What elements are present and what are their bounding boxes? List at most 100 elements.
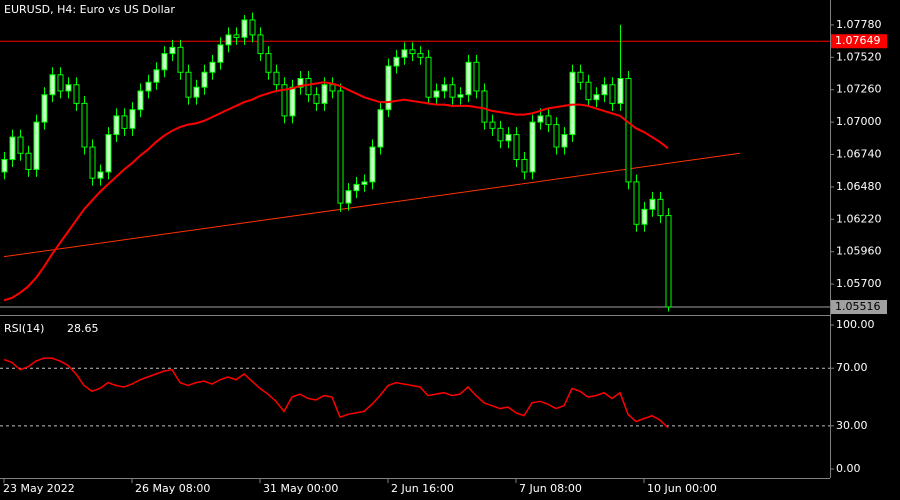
x-tick-label: 2 Jun 16:00 (391, 482, 454, 495)
candle-body (209, 61, 216, 73)
candle-body (33, 121, 40, 170)
candle-body (585, 81, 592, 101)
candle-body (457, 94, 464, 98)
candle-body (217, 44, 224, 63)
price-label-box (831, 34, 887, 49)
candle-body (185, 71, 192, 98)
candle-body (233, 34, 240, 38)
candle-body (545, 115, 552, 126)
candle-body (273, 71, 280, 86)
candle-body (257, 34, 264, 55)
trendline (3, 152, 741, 258)
candle-body (105, 134, 112, 173)
candle-body (385, 65, 392, 111)
candle-body (313, 94, 320, 104)
candle-body (249, 19, 256, 36)
candle-body (633, 181, 640, 225)
candle-body (433, 90, 440, 98)
candle-body (193, 86, 200, 98)
candle-body (177, 46, 184, 73)
candle-body (321, 84, 328, 104)
candle-body (201, 71, 208, 88)
x-tick-label: 7 Jun 08:00 (519, 482, 582, 495)
candle-body (449, 84, 456, 98)
candle-body (265, 53, 272, 73)
candle-body (417, 53, 424, 58)
y-tick-label: 1.07520 (836, 50, 882, 63)
candle-body (161, 53, 168, 71)
candle-body (1, 158, 8, 173)
candle-body (65, 84, 72, 92)
y-tick-label: 1.07260 (836, 83, 882, 96)
candle-body (169, 46, 176, 55)
candle-body (561, 134, 568, 148)
candle-body (649, 198, 656, 210)
candle-body (665, 215, 672, 308)
candle-body (57, 74, 64, 92)
candle-body (529, 121, 536, 173)
candle-body (129, 109, 136, 129)
candle-body (345, 190, 352, 204)
y-tick-label: 1.07780 (836, 18, 882, 31)
candle-body (497, 127, 504, 142)
candle-body (505, 134, 512, 142)
candle-body (409, 49, 416, 55)
candle-body (121, 115, 128, 129)
y-tick-label: 1.07000 (836, 115, 882, 128)
candle-body (481, 90, 488, 123)
candle-body (425, 56, 432, 98)
candle-body (49, 74, 56, 96)
candle-body (473, 61, 480, 92)
candle-body (113, 115, 120, 136)
y-tick-label: 70.00 (836, 361, 868, 374)
y-tick-label: 1.05960 (836, 245, 882, 258)
candle-body (617, 77, 624, 104)
candle-body (521, 158, 528, 173)
candle-body (393, 56, 400, 67)
candle-body (281, 84, 288, 117)
candle-body (297, 77, 304, 88)
chart-title: EURUSD, H4: Euro vs US Dollar (4, 3, 175, 16)
candle-body (137, 90, 144, 111)
y-tick-label: 1.05700 (836, 277, 882, 290)
price-label: 1.05516 (835, 300, 881, 313)
candle-body (537, 115, 544, 123)
price-label: 1.07649 (835, 34, 881, 47)
candle-body (625, 77, 632, 183)
candle-body (241, 19, 248, 38)
candle-body (81, 102, 88, 148)
candle-body (353, 183, 360, 192)
candle-body (401, 49, 408, 58)
candle-body (89, 146, 96, 179)
candle-body (609, 84, 616, 104)
candle-body (369, 146, 376, 183)
candle-body (73, 84, 80, 104)
candle-body (337, 90, 344, 204)
candle-body (41, 94, 48, 123)
price-label-box (831, 300, 887, 315)
y-tick-label: 100.00 (836, 318, 875, 331)
candle-body (489, 121, 496, 129)
moving-average (3, 81, 669, 302)
candle-body (153, 69, 160, 83)
candle-body (329, 84, 336, 92)
y-tick-label: 1.06740 (836, 148, 882, 161)
indicator-label: RSI(14) (4, 322, 44, 335)
candle-body (97, 171, 104, 179)
candle-body (361, 181, 368, 185)
x-tick-label: 31 May 00:00 (263, 482, 338, 495)
y-tick-label: 1.06220 (836, 212, 882, 225)
x-tick-label: 23 May 2022 (3, 482, 75, 495)
x-tick-label: 10 Jun 00:00 (647, 482, 717, 495)
candle-body (9, 136, 16, 160)
candle-body (641, 208, 648, 225)
candle-body (657, 198, 664, 217)
candle-body (569, 71, 576, 136)
candle-body (513, 134, 520, 160)
y-tick-label: 0.00 (836, 462, 861, 475)
candle-body (465, 61, 472, 96)
candle-body (601, 84, 608, 96)
candle-body (225, 34, 232, 46)
y-tick-label: 1.06480 (836, 180, 882, 193)
